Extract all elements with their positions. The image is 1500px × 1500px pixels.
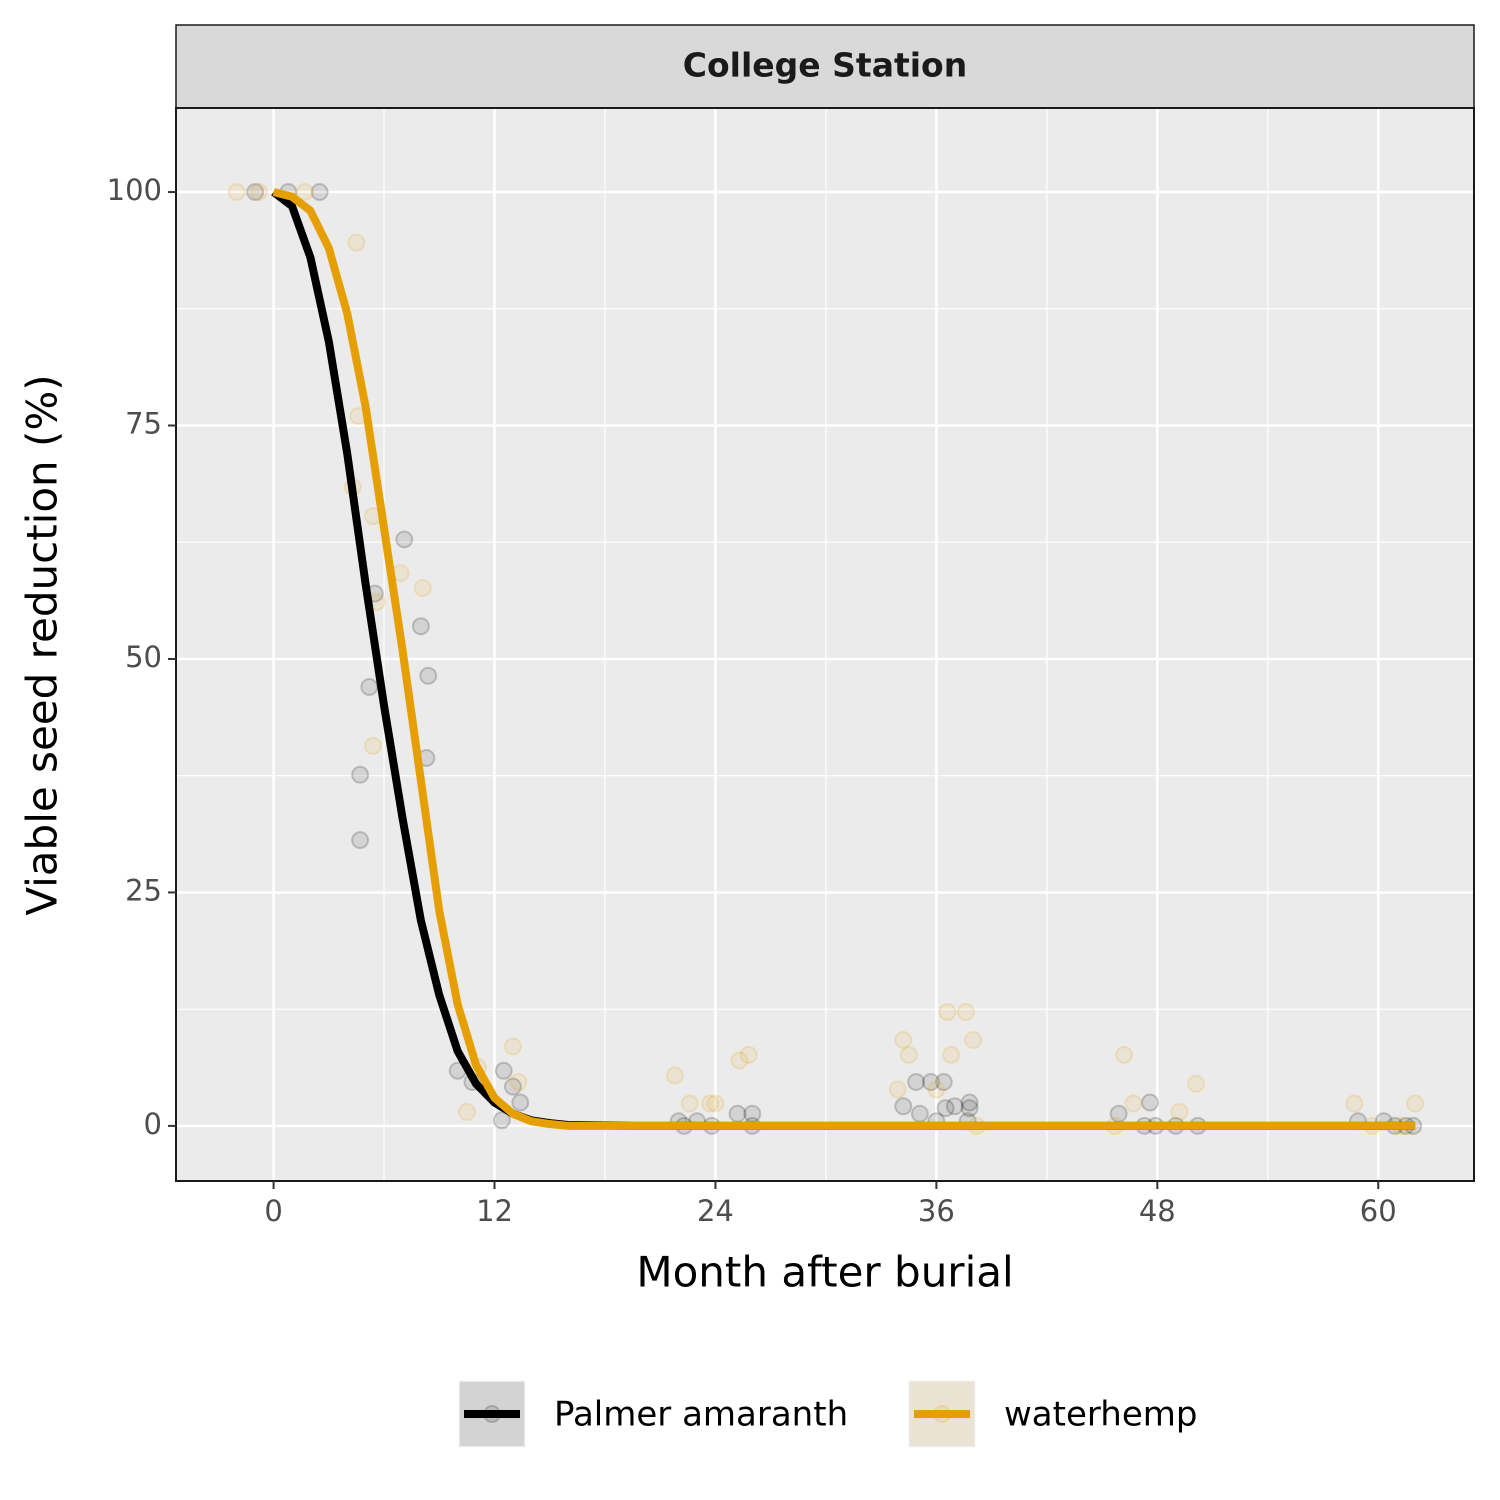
data-point <box>665 1066 684 1085</box>
data-point <box>743 1104 762 1123</box>
data-point <box>1115 1045 1134 1064</box>
y-axis-title: Viable seed reduction (%) <box>18 374 67 915</box>
data-point <box>680 1094 699 1113</box>
data-point <box>246 183 265 202</box>
data-point <box>1109 1104 1128 1123</box>
data-point <box>1140 1093 1159 1112</box>
x-tick-label: 60 <box>1360 1194 1397 1228</box>
data-point <box>494 1061 513 1080</box>
data-point <box>1406 1094 1425 1113</box>
data-point <box>351 765 370 784</box>
panel-border <box>175 107 1475 1182</box>
data-point <box>227 183 246 202</box>
legend-label: waterhemp <box>1004 1395 1197 1435</box>
data-point <box>700 1094 719 1113</box>
x-tick-label: 48 <box>1139 1194 1176 1228</box>
data-point <box>945 1097 964 1116</box>
data-point <box>927 1080 946 1099</box>
x-tick-label: 24 <box>697 1194 734 1228</box>
data-point <box>509 1073 528 1092</box>
data-point <box>503 1077 522 1096</box>
data-point <box>921 1073 940 1092</box>
data-point <box>942 1045 961 1064</box>
legend-label: Palmer amaranth <box>554 1395 848 1435</box>
data-point <box>956 1002 975 1021</box>
data-point <box>706 1094 725 1113</box>
data-point <box>910 1104 929 1123</box>
data-point <box>411 617 430 636</box>
data-point <box>934 1073 953 1092</box>
data-point <box>457 1102 476 1121</box>
data-point <box>249 183 268 202</box>
x-tick-label: 36 <box>918 1194 955 1228</box>
y-tick-label: 0 <box>144 1107 162 1141</box>
x-axis-title: Month after burial <box>636 1248 1013 1297</box>
data-point <box>364 736 383 755</box>
data-point <box>728 1104 747 1123</box>
y-tick-label: 25 <box>125 873 162 907</box>
data-point <box>351 831 370 850</box>
data-point <box>1170 1102 1189 1121</box>
plot-panel <box>176 108 1474 1181</box>
data-point <box>1345 1094 1364 1113</box>
data-point <box>395 530 414 549</box>
data-point <box>936 1099 955 1118</box>
y-tick-label: 75 <box>125 407 162 441</box>
data-point <box>894 1030 913 1049</box>
x-tick-label: 12 <box>476 1194 513 1228</box>
data-point <box>1186 1074 1205 1093</box>
data-point <box>938 1002 957 1021</box>
x-tick-label: 0 <box>264 1194 282 1228</box>
data-point <box>739 1045 758 1064</box>
data-point <box>964 1030 983 1049</box>
data-point <box>413 579 432 598</box>
data-point <box>899 1045 918 1064</box>
data-point <box>295 183 314 202</box>
y-tick-label: 50 <box>125 640 162 674</box>
data-point <box>888 1080 907 1099</box>
facet-title: College Station <box>683 46 967 85</box>
data-point <box>960 1093 979 1112</box>
data-point <box>511 1093 530 1112</box>
data-point <box>1124 1094 1143 1113</box>
data-point <box>907 1073 926 1092</box>
data-point <box>503 1037 522 1056</box>
facet-strip <box>175 24 1475 109</box>
data-point <box>730 1051 749 1070</box>
data-point <box>492 1111 511 1130</box>
data-point <box>360 677 379 696</box>
y-tick-label: 100 <box>107 173 162 207</box>
data-point <box>347 233 366 252</box>
data-point <box>310 183 329 202</box>
data-point <box>960 1099 979 1118</box>
fit-line <box>272 188 1416 1130</box>
data-point <box>419 666 438 685</box>
data-point <box>894 1097 913 1116</box>
